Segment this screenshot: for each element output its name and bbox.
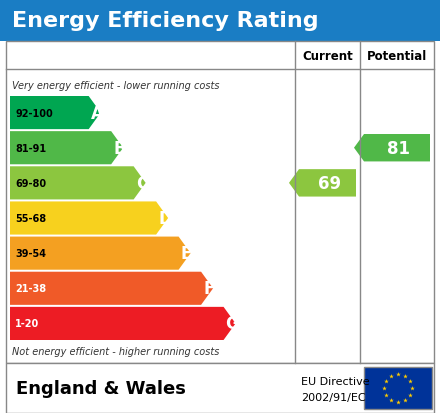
Text: Not energy efficient - higher running costs: Not energy efficient - higher running co… bbox=[12, 346, 220, 356]
Text: C: C bbox=[136, 174, 148, 192]
Polygon shape bbox=[10, 237, 191, 270]
Polygon shape bbox=[289, 170, 356, 197]
Text: Potential: Potential bbox=[367, 50, 427, 62]
Text: England & Wales: England & Wales bbox=[16, 379, 186, 397]
Polygon shape bbox=[10, 272, 213, 305]
Text: 39-54: 39-54 bbox=[15, 249, 46, 259]
Bar bbox=[6, 363, 434, 413]
Polygon shape bbox=[10, 202, 168, 235]
Text: B: B bbox=[113, 139, 126, 157]
Text: 69-80: 69-80 bbox=[15, 178, 46, 188]
Text: G: G bbox=[226, 315, 239, 332]
Polygon shape bbox=[10, 97, 101, 130]
Bar bbox=[6, 42, 434, 363]
Text: 55-68: 55-68 bbox=[15, 214, 46, 223]
Text: 1-20: 1-20 bbox=[15, 319, 39, 329]
Bar bbox=[0, 0, 440, 42]
Text: 2002/91/EC: 2002/91/EC bbox=[301, 392, 366, 402]
Polygon shape bbox=[354, 135, 430, 162]
Text: A: A bbox=[91, 104, 103, 122]
Text: 21-38: 21-38 bbox=[15, 284, 46, 294]
Text: Energy Efficiency Rating: Energy Efficiency Rating bbox=[12, 11, 319, 31]
Text: F: F bbox=[203, 280, 214, 297]
Polygon shape bbox=[10, 132, 123, 165]
Bar bbox=[364, 367, 432, 409]
Text: E: E bbox=[180, 244, 192, 263]
Text: 92-100: 92-100 bbox=[15, 108, 53, 118]
Polygon shape bbox=[10, 167, 146, 200]
Text: 81-91: 81-91 bbox=[15, 143, 46, 153]
Text: Current: Current bbox=[302, 50, 353, 62]
Text: 81: 81 bbox=[388, 139, 411, 157]
Text: EU Directive: EU Directive bbox=[301, 376, 370, 386]
Text: 69: 69 bbox=[318, 174, 341, 192]
Text: Very energy efficient - lower running costs: Very energy efficient - lower running co… bbox=[12, 81, 220, 91]
Text: D: D bbox=[158, 209, 172, 228]
Polygon shape bbox=[10, 307, 235, 340]
